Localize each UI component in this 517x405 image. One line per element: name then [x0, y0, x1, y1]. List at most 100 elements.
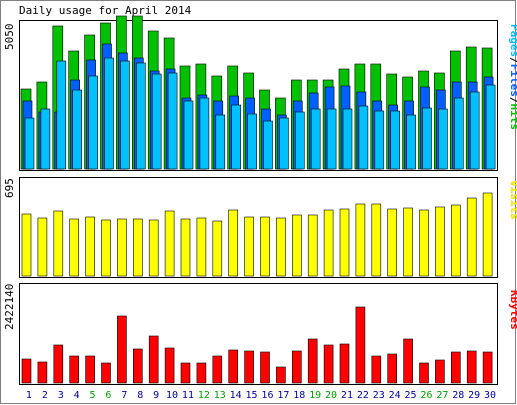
visits-bar — [196, 217, 207, 277]
pages-bar — [56, 60, 67, 170]
pages-bar — [374, 110, 385, 170]
visits-ymax-label: 695 — [3, 178, 16, 198]
visits-bar — [244, 216, 254, 277]
visits-bar — [69, 218, 79, 277]
kbytes-bar — [403, 338, 413, 384]
pages-bar — [215, 114, 226, 170]
kbytes-bar — [323, 344, 334, 384]
pages-bar — [151, 73, 162, 170]
x-tick-label: 7 — [121, 390, 127, 401]
visits-bar — [307, 214, 318, 277]
x-tick-label: 20 — [325, 390, 337, 401]
visits-bar — [117, 218, 127, 277]
kbytes-bars — [21, 306, 493, 384]
visits-bar — [355, 203, 366, 277]
kbytes-bar — [21, 358, 32, 384]
x-tick-label: 18 — [293, 390, 305, 401]
visits-bar — [53, 210, 64, 277]
pages-bar — [72, 89, 82, 170]
kbytes-ymax-label: 2422140 — [3, 284, 16, 330]
x-tick-label: 23 — [373, 390, 385, 401]
pages-bar — [469, 91, 480, 170]
kbytes-bar — [307, 338, 318, 384]
x-tick-label: 25 — [405, 390, 417, 401]
kbytes-bar — [466, 350, 477, 384]
kbytes-bar — [117, 315, 127, 384]
x-tick-label: 13 — [214, 390, 226, 401]
visits-bar — [85, 216, 95, 277]
x-tick-label: 11 — [182, 390, 194, 401]
x-axis-labels: 1 2 3 4 5 6 7 8 9 10 11 12 13 14 15 16 17 18 19 20 21 22 23 24 2… — [26, 390, 496, 401]
visits-bar — [466, 197, 477, 277]
kbytes-bar — [53, 344, 64, 384]
pages-bar — [24, 117, 35, 170]
kbytes-bar — [133, 348, 143, 384]
visits-bar — [403, 207, 413, 277]
hits-bars — [20, 15, 496, 170]
visits-bar — [323, 209, 334, 277]
kbytes-bar — [450, 351, 461, 384]
kbytes-bar — [371, 355, 382, 384]
kbytes-bar — [196, 362, 207, 384]
x-tick-label: 24 — [389, 390, 401, 401]
visits-bars — [21, 192, 493, 277]
kbytes-bar — [291, 350, 302, 384]
pages-bar — [40, 108, 51, 170]
visits-bar — [291, 214, 302, 277]
chart-title: Daily usage for April 2014 — [19, 4, 192, 17]
kbytes-bar — [37, 361, 48, 384]
x-tick-label: 1 — [26, 390, 32, 401]
x-tick-label: 15 — [246, 390, 258, 401]
kbytes-bar — [435, 359, 445, 384]
x-tick-label: 3 — [58, 390, 64, 401]
kbytes-bar — [260, 351, 270, 384]
visits-bar — [133, 218, 143, 277]
x-tick-label: 19 — [309, 390, 321, 401]
visits-bar — [482, 192, 493, 277]
kbytes-bar — [164, 347, 175, 384]
visits-panel: 695 Visits — [3, 177, 517, 278]
pages-bar — [422, 107, 432, 170]
x-tick-label: 8 — [137, 390, 143, 401]
kbytes-bar — [419, 362, 429, 384]
x-tick-label: 16 — [261, 390, 273, 401]
x-tick-label: 21 — [341, 390, 353, 401]
pages-bar — [438, 108, 448, 170]
pages-bar — [390, 110, 401, 170]
legend-separator-2: / — [508, 97, 517, 104]
legend-files: Files — [508, 64, 517, 97]
kbytes-bar — [85, 355, 95, 384]
pages-bar — [183, 100, 194, 170]
kbytes-bar — [69, 355, 79, 384]
pages-bar — [453, 97, 464, 170]
legend-separator-1: / — [508, 57, 517, 64]
visits-bar — [371, 203, 382, 277]
kbytes-bar — [244, 350, 254, 384]
kbytes-bar — [228, 349, 238, 384]
pages-bar — [294, 111, 305, 170]
x-tick-label: 27 — [436, 390, 448, 401]
visits-bar — [37, 217, 48, 277]
x-tick-label: 6 — [105, 390, 111, 401]
x-tick-label: 10 — [166, 390, 178, 401]
pages-bar — [120, 60, 130, 170]
pages-bar — [279, 117, 289, 170]
kbytes-panel: 2422140 KBytes — [3, 283, 517, 385]
pages-bar — [88, 75, 98, 170]
pages-bar — [263, 120, 273, 170]
visits-bar — [339, 208, 350, 277]
visits-panel-frame — [19, 177, 498, 278]
pages-bar — [247, 113, 257, 170]
hits-panel-frame — [19, 20, 498, 171]
x-tick-label: 4 — [74, 390, 80, 401]
legend-pages: Pages — [508, 24, 517, 57]
hits-panel: 5050 Pages/Files/Hits — [3, 15, 517, 171]
kbytes-panel-frame — [19, 283, 498, 385]
x-tick-label: 29 — [468, 390, 480, 401]
visits-bar — [148, 219, 159, 277]
pages-bar — [136, 62, 146, 170]
visits-legend: Visits — [508, 180, 517, 220]
hits-ymax-label: 5050 — [3, 24, 16, 51]
pages-bar — [104, 57, 114, 170]
